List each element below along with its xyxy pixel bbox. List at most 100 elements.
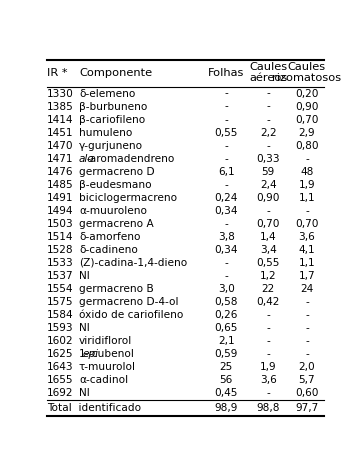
Text: 3,0: 3,0 [218, 284, 235, 294]
Text: 1692: 1692 [47, 388, 73, 398]
Text: -: - [305, 349, 309, 359]
Text: 4,1: 4,1 [299, 245, 315, 255]
Text: 0,58: 0,58 [214, 297, 238, 307]
Text: 0,70: 0,70 [295, 219, 319, 229]
Text: 0,90: 0,90 [257, 193, 280, 203]
Text: humuleno: humuleno [79, 128, 132, 137]
Text: -: - [224, 89, 228, 98]
Text: 0,70: 0,70 [257, 219, 280, 229]
Text: 2,4: 2,4 [260, 180, 277, 190]
Text: -: - [266, 114, 270, 125]
Text: γ-gurjuneno: γ-gurjuneno [79, 141, 143, 151]
Text: 1593: 1593 [47, 323, 73, 333]
Text: 0,24: 0,24 [215, 193, 238, 203]
Text: 0,70: 0,70 [295, 114, 319, 125]
Text: 1,4: 1,4 [260, 232, 277, 242]
Text: germacreno D-4-ol: germacreno D-4-ol [79, 297, 178, 307]
Text: 0,90: 0,90 [295, 102, 319, 112]
Text: -cubenol: -cubenol [88, 349, 134, 359]
Text: viridiflorol: viridiflorol [79, 336, 132, 346]
Text: NI: NI [79, 388, 90, 398]
Text: 1471: 1471 [47, 154, 73, 164]
Text: óxido de cariofileno: óxido de cariofileno [79, 310, 183, 320]
Text: 1485: 1485 [47, 180, 73, 190]
Text: 1470: 1470 [47, 141, 73, 151]
Text: δ-amorfeno: δ-amorfeno [79, 232, 140, 242]
Text: 1,1: 1,1 [299, 258, 315, 268]
Text: -: - [224, 180, 228, 190]
Text: β-cariofileno: β-cariofileno [79, 114, 145, 125]
Text: (Z)-cadina-1,4-dieno: (Z)-cadina-1,4-dieno [79, 258, 187, 268]
Text: 0,34: 0,34 [214, 245, 238, 255]
Text: 0,20: 0,20 [295, 89, 319, 98]
Text: 3,6: 3,6 [299, 232, 315, 242]
Text: α-cadinol: α-cadinol [79, 375, 128, 385]
Text: 0,45: 0,45 [215, 388, 238, 398]
Text: 1554: 1554 [47, 284, 73, 294]
Text: δ-elemeno: δ-elemeno [79, 89, 135, 98]
Text: -: - [266, 349, 270, 359]
Text: germacreno D: germacreno D [79, 166, 155, 177]
Text: -: - [266, 141, 270, 151]
Text: -: - [224, 271, 228, 281]
Text: α-muuroleno: α-muuroleno [79, 206, 147, 216]
Text: -: - [305, 154, 309, 164]
Text: 3,4: 3,4 [260, 245, 277, 255]
Text: Caules: Caules [288, 61, 326, 72]
Text: 1494: 1494 [47, 206, 73, 216]
Text: δ-cadineno: δ-cadineno [79, 245, 138, 255]
Text: 59: 59 [262, 166, 275, 177]
Text: -: - [224, 154, 228, 164]
Text: Folhas: Folhas [208, 68, 244, 78]
Text: Componente: Componente [79, 68, 152, 78]
Text: 1625: 1625 [47, 349, 73, 359]
Text: 3,6: 3,6 [260, 375, 277, 385]
Text: 1575: 1575 [47, 297, 73, 307]
Text: -: - [305, 310, 309, 320]
Text: 1,9: 1,9 [299, 180, 315, 190]
Text: -: - [224, 114, 228, 125]
Text: aéreos: aéreos [249, 73, 287, 83]
Text: 2,1: 2,1 [218, 336, 235, 346]
Text: 0,26: 0,26 [215, 310, 238, 320]
Text: -: - [305, 297, 309, 307]
Text: 1476: 1476 [47, 166, 73, 177]
Text: epi: epi [83, 349, 98, 359]
Text: 1491: 1491 [47, 193, 73, 203]
Text: 1-: 1- [79, 349, 89, 359]
Text: 1537: 1537 [47, 271, 73, 281]
Text: -: - [305, 206, 309, 216]
Text: 25: 25 [220, 362, 233, 372]
Text: 48: 48 [300, 166, 313, 177]
Text: 1528: 1528 [47, 245, 73, 255]
Text: Total  identificado: Total identificado [47, 403, 141, 413]
Text: 1,2: 1,2 [260, 271, 277, 281]
Text: β-burbuneno: β-burbuneno [79, 102, 147, 112]
Text: 0,34: 0,34 [214, 206, 238, 216]
Text: 22: 22 [262, 284, 275, 294]
Text: -: - [266, 388, 270, 398]
Text: 0,33: 0,33 [256, 154, 280, 164]
Text: biciclogermacreno: biciclogermacreno [79, 193, 177, 203]
Text: 5,7: 5,7 [299, 375, 315, 385]
Text: 0,80: 0,80 [295, 141, 319, 151]
Text: Caules: Caules [249, 61, 287, 72]
Text: -: - [266, 89, 270, 98]
Text: 1533: 1533 [47, 258, 73, 268]
Text: -: - [266, 336, 270, 346]
Text: -: - [266, 310, 270, 320]
Text: 56: 56 [220, 375, 233, 385]
Text: 1451: 1451 [47, 128, 73, 137]
Text: -: - [266, 102, 270, 112]
Text: 2,0: 2,0 [299, 362, 315, 372]
Text: 1,1: 1,1 [299, 193, 315, 203]
Text: 0,65: 0,65 [215, 323, 238, 333]
Text: -: - [305, 323, 309, 333]
Text: -: - [305, 336, 309, 346]
Text: 1503: 1503 [47, 219, 73, 229]
Text: -: - [266, 206, 270, 216]
Text: 0,60: 0,60 [295, 388, 319, 398]
Text: -: - [266, 323, 270, 333]
Text: τ-muurolol: τ-muurolol [79, 362, 136, 372]
Text: -: - [224, 258, 228, 268]
